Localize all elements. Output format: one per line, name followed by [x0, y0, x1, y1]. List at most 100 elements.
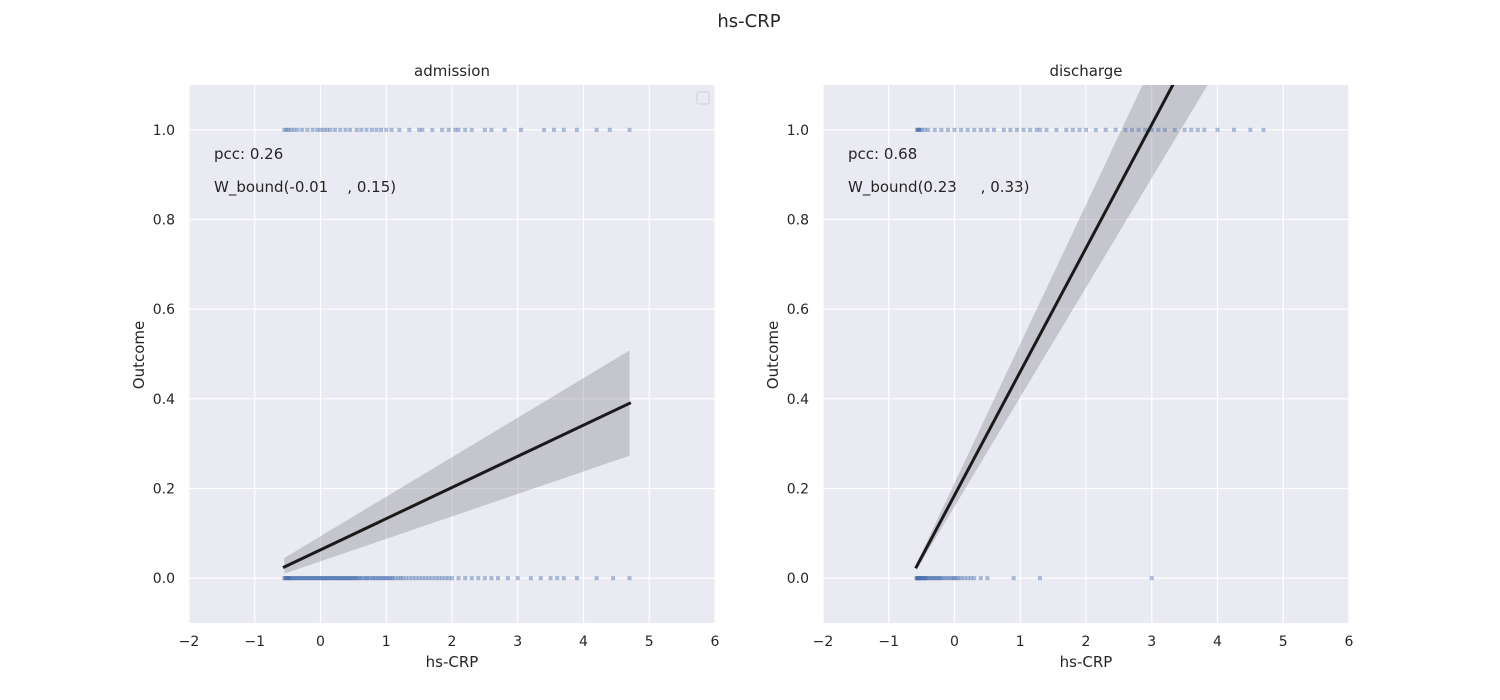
- data-point-outcome-0-admission: [338, 576, 343, 581]
- data-point-outcome-1-discharge: [1028, 127, 1033, 132]
- regression-line-discharge: [914, 85, 1175, 569]
- data-point-outcome-0-discharge: [936, 576, 941, 581]
- data-point-outcome-0-admission: [376, 576, 381, 581]
- data-point-outcome-1-discharge: [1189, 127, 1194, 132]
- data-point-outcome-0-discharge: [915, 576, 920, 581]
- data-point-outcome-0-admission: [304, 576, 309, 581]
- data-point-outcome-0-admission: [334, 576, 339, 581]
- data-point-outcome-0-discharge: [918, 576, 923, 581]
- data-point-outcome-0-admission: [302, 576, 307, 581]
- data-point-outcome-0-discharge: [914, 576, 919, 581]
- data-point-outcome-0-admission: [377, 576, 382, 581]
- data-point-outcome-1-discharge: [932, 127, 937, 132]
- y-tick-label-admission: 0.4: [153, 392, 175, 408]
- data-point-outcome-0-admission: [341, 576, 346, 581]
- data-point-outcome-1-admission: [551, 127, 556, 132]
- data-point-outcome-0-admission: [308, 576, 313, 581]
- data-point-outcome-1-admission: [542, 127, 547, 132]
- data-point-outcome-0-admission: [443, 576, 448, 581]
- data-point-outcome-0-admission: [296, 576, 301, 581]
- data-point-outcome-1-discharge: [1172, 127, 1177, 132]
- data-point-outcome-0-admission: [337, 576, 342, 581]
- data-point-outcome-0-admission: [306, 576, 311, 581]
- data-point-outcome-0-admission: [574, 576, 579, 581]
- data-point-outcome-1-admission: [321, 127, 326, 132]
- data-point-outcome-0-admission: [298, 576, 303, 581]
- data-point-outcome-0-discharge: [920, 576, 925, 581]
- data-point-outcome-1-discharge: [978, 127, 983, 132]
- data-point-outcome-1-admission: [354, 127, 359, 132]
- data-point-outcome-0-discharge: [938, 576, 943, 581]
- data-point-outcome-0-admission: [352, 576, 357, 581]
- data-point-outcome-0-discharge: [943, 576, 948, 581]
- data-point-outcome-1-discharge: [1014, 127, 1019, 132]
- data-point-outcome-1-admission: [292, 127, 297, 132]
- plot-area-discharge: −2 −1 0 1 2 3 4 5 6 0.0 0.2 0.4 0.6 0.8 1.0: [787, 85, 1354, 650]
- data-point-outcome-1-admission: [430, 127, 435, 132]
- data-point-outcome-1-discharge: [1143, 127, 1148, 132]
- x-tick-label-admission: 5: [645, 634, 654, 650]
- legend-box-admission: [696, 91, 710, 105]
- data-point-outcome-0-discharge: [915, 576, 920, 581]
- x-tick-label-admission: −1: [244, 634, 265, 650]
- data-point-outcome-0-admission: [396, 576, 401, 581]
- data-point-outcome-1-admission: [482, 127, 487, 132]
- data-point-outcome-0-admission: [482, 576, 487, 581]
- data-point-outcome-0-admission: [357, 576, 362, 581]
- data-point-outcome-0-admission: [371, 576, 376, 581]
- x-tick-label-discharge: 1: [1016, 634, 1025, 650]
- data-point-outcome-1-admission: [417, 127, 422, 132]
- x-tick-label-discharge: 6: [1345, 634, 1354, 650]
- y-tick-label-admission: 0.8: [153, 213, 175, 229]
- data-point-outcome-0-admission: [330, 576, 335, 581]
- data-point-outcome-0-admission: [285, 576, 290, 581]
- data-point-outcome-0-admission: [339, 576, 344, 581]
- x-axis-label-admission: hs-CRP: [426, 653, 479, 671]
- data-point-outcome-0-admission: [318, 576, 323, 581]
- x-tick-label-admission: 6: [711, 634, 720, 650]
- data-point-outcome-0-admission: [407, 576, 412, 581]
- x-tick-label-discharge: −1: [878, 634, 899, 650]
- data-point-outcome-0-admission: [393, 576, 398, 581]
- data-point-outcome-0-admission: [331, 576, 336, 581]
- data-point-outcome-1-discharge: [1001, 127, 1006, 132]
- data-point-outcome-1-admission: [318, 127, 323, 132]
- data-point-outcome-0-admission: [386, 576, 391, 581]
- data-point-outcome-0-discharge: [916, 576, 921, 581]
- data-point-outcome-0-admission: [627, 576, 632, 581]
- data-point-outcome-1-discharge: [1008, 127, 1013, 132]
- data-point-outcome-1-discharge: [939, 127, 944, 132]
- data-point-outcome-0-admission: [311, 576, 316, 581]
- data-point-outcome-0-admission: [288, 576, 293, 581]
- chart-panel-discharge: −2 −1 0 1 2 3 4 5 60.00.20.40.60.81.0 discharge …: [764, 62, 1354, 671]
- data-point-outcome-1-discharge: [965, 127, 970, 132]
- data-point-outcome-0-admission: [323, 576, 328, 581]
- data-point-outcome-1-admission: [284, 127, 289, 132]
- data-point-outcome-0-discharge: [972, 576, 977, 581]
- data-point-outcome-1-discharge: [972, 127, 977, 132]
- data-point-outcome-0-admission: [329, 576, 334, 581]
- data-point-outcome-1-admission: [305, 127, 310, 132]
- data-point-outcome-0-admission: [456, 576, 461, 581]
- data-point-outcome-0-admission: [319, 576, 324, 581]
- data-point-outcome-1-admission: [463, 127, 468, 132]
- data-point-outcome-1-discharge: [918, 127, 923, 132]
- x-tick-label-discharge: −2: [813, 634, 834, 650]
- data-point-outcome-0-admission: [327, 576, 332, 581]
- data-point-outcome-0-admission: [373, 576, 378, 581]
- data-point-outcome-0-admission: [489, 576, 494, 581]
- pcc-annotation-discharge: pcc: 0.68: [848, 145, 917, 163]
- data-point-outcome-0-discharge: [927, 576, 932, 581]
- data-point-outcome-0-discharge: [924, 576, 929, 581]
- data-point-outcome-0-admission: [288, 576, 293, 581]
- data-point-outcome-1-discharge: [1054, 127, 1059, 132]
- y-tick-label-admission: 1.0: [153, 123, 175, 139]
- data-point-outcome-1-admission: [502, 127, 507, 132]
- x-tick-label-admission: 2: [448, 634, 457, 650]
- x-axis-label-discharge: hs-CRP: [1060, 653, 1113, 671]
- data-point-outcome-0-admission: [286, 576, 291, 581]
- data-point-outcome-0-discharge: [919, 576, 924, 581]
- data-point-outcome-1-discharge: [952, 127, 957, 132]
- data-point-outcome-0-admission: [284, 576, 289, 581]
